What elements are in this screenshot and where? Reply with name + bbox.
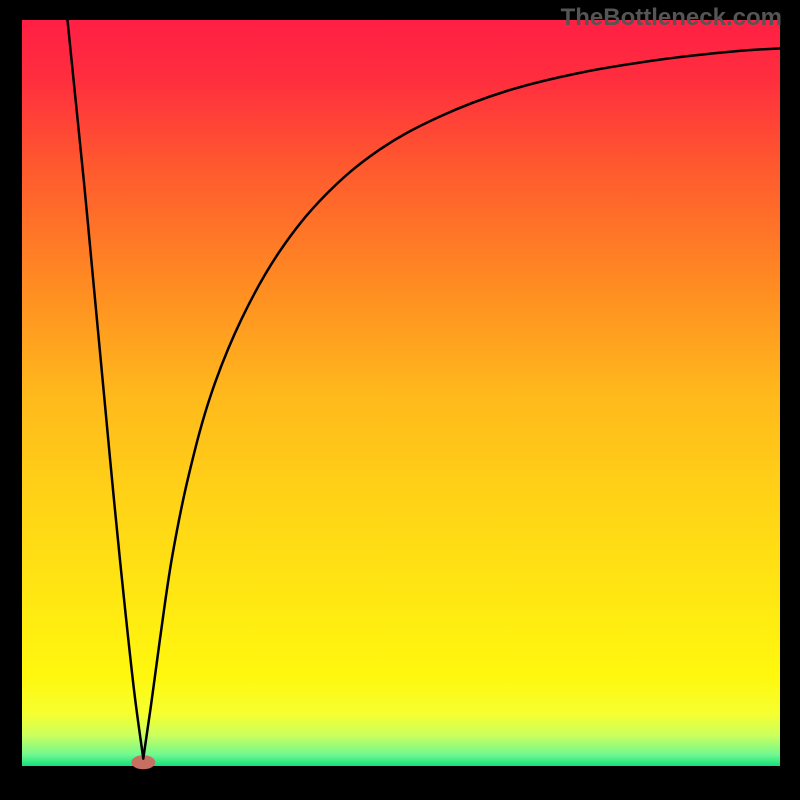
chart-container: TheBottleneck.com — [0, 0, 800, 800]
watermark-text: TheBottleneck.com — [561, 4, 782, 32]
plot-background — [22, 20, 780, 766]
bottleneck-chart — [0, 0, 800, 800]
